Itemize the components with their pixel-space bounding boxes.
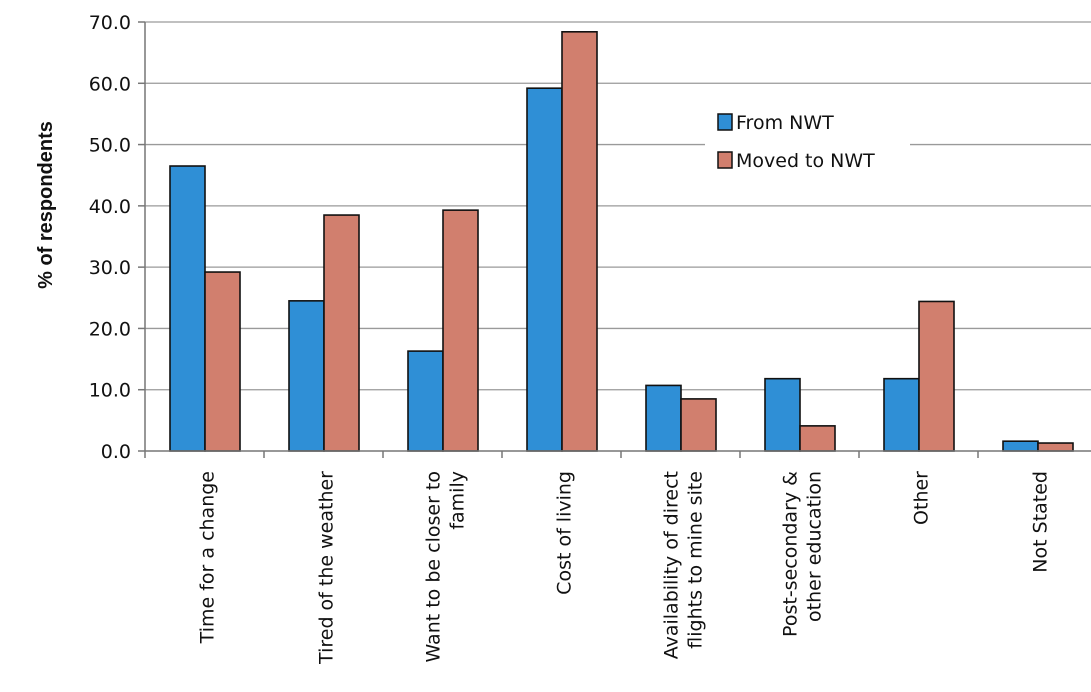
bar-from-nwt (645, 384, 682, 452)
bar-from-nwt (526, 87, 563, 452)
x-category-label: Other (911, 471, 933, 525)
bar-moved-to-nwt (918, 300, 955, 452)
bar-from-nwt (764, 377, 801, 452)
x-category-label: Post-secondary & (780, 471, 802, 637)
y-axis-ticks: 0.0 10.0 20.0 30.0 40.0 50.0 60.0 70.0 (89, 12, 145, 463)
bar-moved-to-nwt (204, 271, 241, 452)
y-tick-label: 30.0 (89, 257, 131, 279)
x-category-label: Want to be closer to (423, 471, 445, 663)
x-category-label: Not Stated (1030, 471, 1052, 573)
bar-from-nwt (883, 377, 920, 452)
bar-moved-to-nwt (1037, 442, 1074, 452)
bar-from-nwt (1002, 440, 1039, 452)
legend: From NWT Moved to NWT (705, 103, 910, 185)
legend-label: From NWT (736, 112, 834, 134)
bar-moved-to-nwt (799, 425, 836, 452)
bar-from-nwt (288, 300, 325, 452)
x-category-label: Availability of direct (661, 471, 683, 659)
axes (144, 22, 1091, 458)
y-tick-label: 70.0 (89, 12, 131, 34)
legend-label: Moved to NWT (736, 150, 875, 172)
bars (169, 31, 1074, 452)
x-category-label: Tired of the weather (316, 471, 338, 665)
x-category-label: Cost of living (554, 471, 576, 595)
y-tick-label: 0.0 (101, 441, 131, 463)
x-category-label: flights to mine site (685, 471, 707, 649)
y-tick-label: 10.0 (89, 380, 131, 402)
y-tick-label: 20.0 (89, 318, 131, 340)
bar-from-nwt (169, 165, 206, 452)
x-category-label: Time for a change (197, 471, 219, 644)
x-category-label: family (447, 471, 469, 530)
x-category-label: other education (804, 471, 826, 622)
legend-swatch (717, 151, 733, 169)
bar-moved-to-nwt (442, 209, 479, 452)
bar-moved-to-nwt (561, 31, 598, 452)
bar-from-nwt (407, 350, 444, 452)
y-tick-label: 40.0 (89, 196, 131, 218)
legend-swatch (717, 113, 733, 131)
y-axis-label: % of respondents (35, 121, 57, 289)
bar-moved-to-nwt (680, 398, 717, 452)
x-axis-labels: Time for a change Tired of the weather Wan… (197, 471, 1052, 665)
legend-background (705, 103, 910, 185)
bar-moved-to-nwt (323, 214, 360, 452)
y-tick-label: 50.0 (89, 135, 131, 157)
y-tick-label: 60.0 (89, 73, 131, 95)
